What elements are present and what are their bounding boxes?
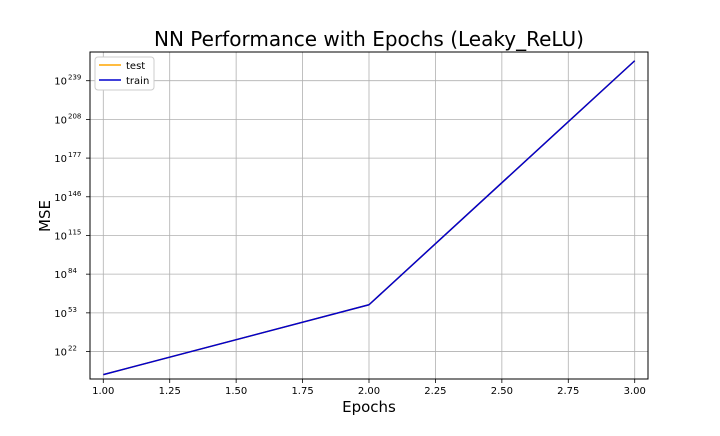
x-tick-label: 2.25 bbox=[424, 386, 446, 397]
y-tick-label: 10 bbox=[54, 309, 67, 320]
x-axis-label: Epochs bbox=[342, 398, 396, 416]
y-tick-exponent: 22 bbox=[68, 345, 77, 353]
y-tick-exponent: 53 bbox=[68, 306, 77, 314]
x-tick-label: 2.00 bbox=[358, 386, 380, 397]
x-tick-label: 1.75 bbox=[291, 386, 313, 397]
y-tick-label: 10 bbox=[54, 348, 67, 359]
y-tick-exponent: 208 bbox=[68, 112, 81, 120]
x-axis: 1.00 1.25 1.50 1.75 2.00 2.25 2.50 2.75 3.00 bbox=[92, 379, 646, 397]
y-tick-label: 10 bbox=[54, 154, 67, 165]
y-tick-label: 10 bbox=[54, 115, 67, 126]
y-tick-exponent: 84 bbox=[68, 267, 77, 275]
y-axis-label: MSE bbox=[36, 200, 54, 232]
y-tick-label: 10 bbox=[54, 77, 67, 88]
legend-label-train: train bbox=[126, 76, 149, 87]
legend: test train bbox=[94, 56, 155, 91]
x-tick-label: 2.75 bbox=[557, 386, 579, 397]
x-tick-label: 1.50 bbox=[225, 386, 247, 397]
y-tick-exponent: 115 bbox=[68, 228, 81, 236]
series-group bbox=[103, 60, 636, 376]
x-tick-label: 2.50 bbox=[491, 386, 513, 397]
chart-title: NN Performance with Epochs (Leaky_ReLU) bbox=[154, 27, 584, 51]
grid-lines bbox=[90, 52, 648, 379]
x-tick-label: 1.00 bbox=[92, 386, 114, 397]
x-tick-label: 1.25 bbox=[159, 386, 181, 397]
y-tick-exponent: 239 bbox=[68, 74, 81, 82]
y-tick-exponent: 177 bbox=[68, 151, 81, 159]
y-tick-label: 10 bbox=[54, 270, 67, 281]
x-tick-label: 3.00 bbox=[624, 386, 646, 397]
y-tick-label: 10 bbox=[54, 193, 67, 204]
y-tick-exponent: 146 bbox=[68, 190, 82, 198]
legend-label-test: test bbox=[126, 61, 145, 72]
series-line-train bbox=[103, 60, 636, 376]
y-tick-label: 10 bbox=[54, 231, 67, 242]
